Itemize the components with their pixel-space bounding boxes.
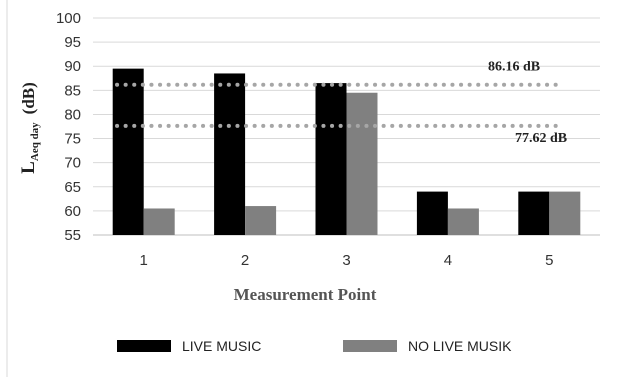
bar-live-music xyxy=(315,83,347,235)
bar-no-live-musik xyxy=(245,206,277,235)
y-tick-label: 100 xyxy=(56,10,81,27)
bar-no-live-musik xyxy=(447,208,479,235)
y-tick-label: 95 xyxy=(64,34,81,51)
y-tick-label: 90 xyxy=(64,58,81,75)
reference-line-label: 86.16 dB xyxy=(488,60,540,75)
y-axis-title: LAeq day (dB) xyxy=(18,82,41,174)
x-axis-ticks: 1 2 3 4 5 xyxy=(140,252,554,269)
y-axis-title-subscript: Aeq day xyxy=(29,122,41,161)
bar-no-live-musik xyxy=(346,92,378,235)
y-tick-label: 55 xyxy=(64,227,81,244)
x-tick-label: 5 xyxy=(545,252,553,269)
x-tick-label: 1 xyxy=(140,252,148,269)
reference-lines: 86.16 dB 77.62 dB xyxy=(115,60,567,146)
legend-label: NO LIVE MUSIK xyxy=(408,338,512,354)
bar-no-live-musik xyxy=(143,208,175,235)
reference-line-label: 77.62 dB xyxy=(515,131,567,146)
legend-swatch xyxy=(343,340,397,352)
y-tick-label: 65 xyxy=(64,179,81,196)
x-tick-label: 4 xyxy=(444,252,452,269)
x-tick-label: 3 xyxy=(342,252,350,269)
y-tick-label: 85 xyxy=(64,82,81,99)
x-tick-label: 2 xyxy=(241,252,249,269)
legend: LIVE MUSIC NO LIVE MUSIK xyxy=(117,338,512,354)
y-axis-title-main: L xyxy=(18,161,39,174)
legend-swatch xyxy=(117,340,171,352)
y-tick-label: 60 xyxy=(64,203,81,220)
bars xyxy=(112,68,581,235)
y-tick-label: 75 xyxy=(64,131,81,148)
y-tick-label: 80 xyxy=(64,106,81,123)
y-axis-ticks: 55 60 65 70 75 80 85 90 95 100 xyxy=(56,10,81,244)
y-tick-label: 70 xyxy=(64,155,81,172)
bar-live-music xyxy=(112,68,144,235)
bar-live-music xyxy=(214,73,246,235)
y-axis-title-unit: (dB) xyxy=(19,82,38,114)
x-axis-title: Measurement Point xyxy=(234,285,377,304)
legend-label: LIVE MUSIC xyxy=(182,338,261,354)
bar-live-music xyxy=(518,191,550,235)
bar-live-music xyxy=(416,191,448,235)
bar-no-live-musik xyxy=(549,191,581,235)
